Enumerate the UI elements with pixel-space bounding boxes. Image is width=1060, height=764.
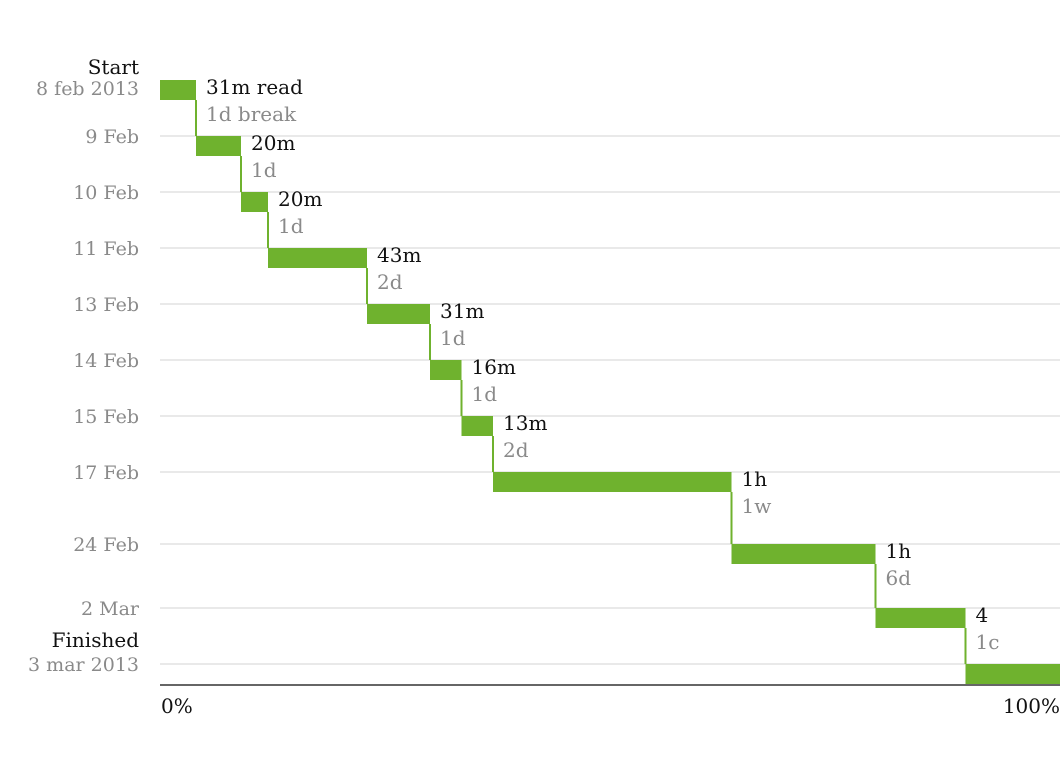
date-label: 17 Feb [73,462,139,484]
date-label: 14 Feb [73,350,139,372]
break-duration-label: 2d [503,438,529,462]
break-connectors [195,100,967,664]
session-bar [268,248,367,268]
break-duration-label: 1d break [206,102,297,126]
date-label: 15 Feb [73,406,139,428]
date-label: 10 Feb [73,182,139,204]
date-labels: 8 feb 2013 9 Feb 10 Feb 11 Feb 13 Feb 14 Feb 1… [28,78,140,676]
session-bar [731,544,876,564]
date-label: 2 Mar [81,598,140,620]
session-bar [875,608,966,628]
date-label: 9 Feb [85,126,139,148]
session-bar [241,192,268,212]
break-duration-label: 1d [251,158,277,182]
break-duration-label: 1c [976,630,1000,654]
session-bar [430,360,462,380]
finish-label: Finished [52,628,140,652]
break-duration-label: 2d [377,270,403,294]
session-duration-label: 4 [976,603,989,627]
x-tick-label-start: 0% [161,694,193,718]
session-duration-label: 16m [472,355,516,379]
session-bar [461,416,493,436]
break-duration-label: 1d [472,382,498,406]
session-duration-label: 20m [251,131,295,155]
session-duration-label: 20m [278,187,322,211]
date-label: 11 Feb [73,238,139,260]
session-bars [160,80,1060,684]
start-label: Start [88,55,139,79]
session-duration-label: 1h [886,539,912,563]
break-duration-label: 1d [278,214,304,238]
session-bar [965,664,1060,684]
session-bar [196,136,241,156]
session-bar [367,304,430,324]
session-bar [160,80,196,100]
session-duration-label: 31m [440,299,484,323]
session-duration-label: 31m read [206,75,303,99]
date-label: 24 Feb [73,534,139,556]
break-duration-label: 6d [886,566,912,590]
date-label: 13 Feb [73,294,139,316]
break-duration-label: 1w [742,494,772,518]
break-duration-label: 1d [440,326,466,350]
session-duration-label: 43m [377,243,421,267]
session-duration-label: 13m [503,411,547,435]
date-label: 3 mar 2013 [28,654,139,676]
session-bar [493,472,732,492]
x-tick-label-end: 100% [1003,694,1060,718]
date-label: 8 feb 2013 [36,78,139,100]
session-duration-label: 1h [742,467,768,491]
